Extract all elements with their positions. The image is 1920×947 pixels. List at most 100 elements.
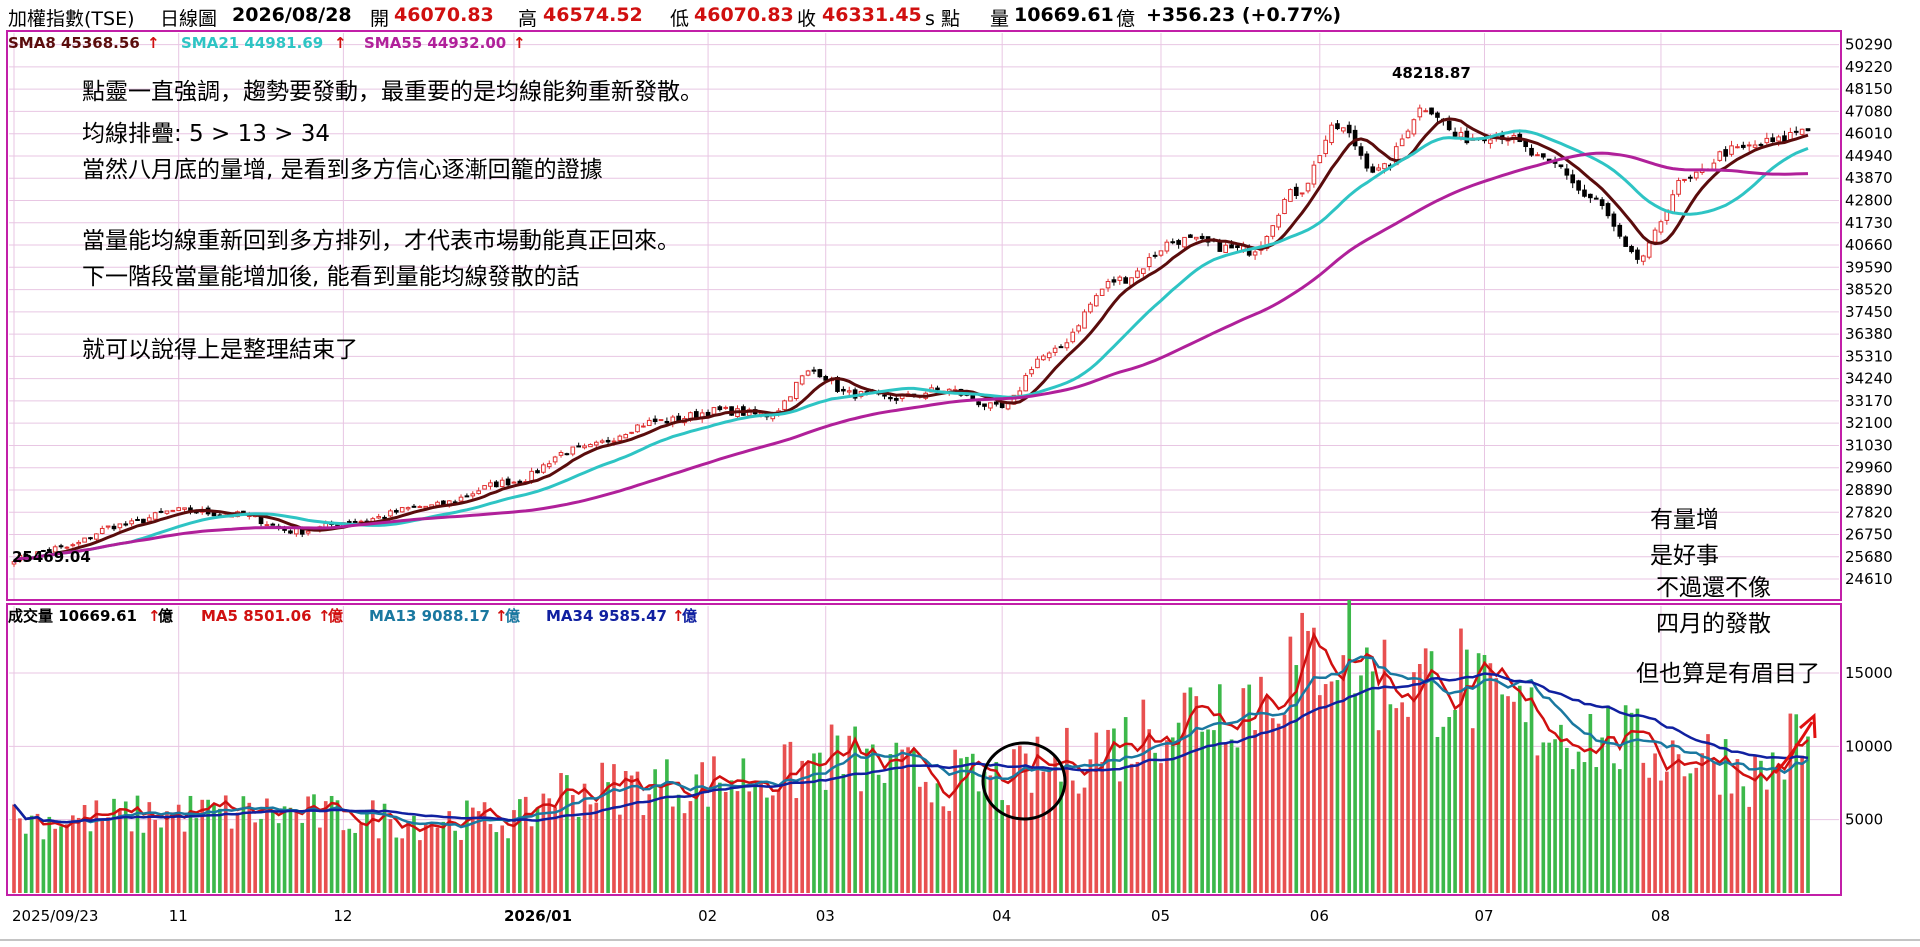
candle	[1017, 390, 1023, 396]
price-tick-label: 33170	[1845, 392, 1893, 410]
volume-bar	[435, 827, 440, 893]
volume-bar	[535, 807, 540, 893]
volume-bar	[959, 758, 963, 893]
volume-bar	[382, 803, 387, 893]
volume-bar	[1029, 792, 1034, 893]
volume-bar	[1041, 771, 1046, 893]
candle	[535, 470, 540, 474]
volume-bar	[476, 811, 481, 893]
volume-bar	[106, 817, 110, 893]
volume-bar	[194, 818, 199, 893]
volume-bar	[553, 807, 557, 893]
up-arrow-icon: ↑	[334, 34, 347, 52]
annotation-line-2: 均線排疊: 5 > 13 > 34	[82, 121, 330, 147]
volume-bar	[312, 794, 316, 893]
candle	[46, 549, 52, 552]
volume-bar	[1259, 676, 1263, 893]
volume-bar	[670, 806, 675, 893]
volume-bar	[1429, 651, 1434, 893]
volume-bar	[1717, 794, 1722, 893]
volume-bar	[1382, 639, 1387, 893]
volume-bar	[1365, 647, 1369, 893]
candle	[1158, 250, 1164, 256]
volume-bar	[770, 795, 775, 893]
volume-bar	[1494, 678, 1499, 893]
candle	[1176, 240, 1181, 245]
volume-tick-label: 5000	[1845, 811, 1883, 829]
volume-bar	[406, 822, 410, 893]
volume-bar	[1141, 699, 1146, 893]
volume-bar	[1700, 753, 1704, 893]
high-value: 46574.52	[543, 4, 643, 26]
candle	[435, 501, 440, 506]
volume-bar	[1347, 599, 1352, 893]
volume-bar	[188, 795, 193, 893]
volume-bar	[300, 822, 305, 893]
volume-bar	[623, 770, 628, 893]
candle	[1746, 144, 1752, 147]
volume-bar	[1253, 730, 1257, 893]
volume-bar	[794, 798, 799, 893]
volume-bar	[1517, 685, 1522, 893]
volume-bar	[1747, 806, 1751, 893]
legend-ma34: MA34 9585.47	[546, 607, 667, 625]
candle	[1317, 155, 1323, 164]
candle	[1229, 244, 1234, 249]
candle	[617, 435, 623, 441]
candle	[476, 490, 481, 495]
candle	[1141, 268, 1146, 274]
candle	[464, 495, 470, 498]
date-tick-label: 2026/01	[504, 907, 572, 925]
volume-bar	[741, 758, 746, 893]
candle	[1429, 107, 1434, 115]
candle	[976, 401, 981, 406]
candle	[1417, 107, 1423, 118]
candle	[1599, 199, 1605, 207]
period-label[interactable]: 日線圖	[160, 8, 218, 30]
volume-bar	[935, 783, 940, 893]
volume-bar	[647, 794, 652, 893]
low-value: 46070.83	[694, 4, 794, 26]
candle	[788, 396, 793, 402]
volume-bar	[59, 826, 63, 893]
volume-bar	[953, 749, 957, 893]
volume-bar	[841, 773, 846, 893]
price-moving-averages	[13, 117, 1809, 564]
volume-bar	[929, 802, 934, 893]
candle	[1029, 369, 1034, 375]
candle	[111, 525, 117, 530]
price-tick-label: 49220	[1845, 58, 1893, 76]
up-arrow-icon: ↑	[513, 34, 526, 52]
volume-bar	[141, 832, 146, 893]
volume-bar	[523, 796, 528, 893]
volume-bar	[53, 828, 57, 893]
volume-bar	[1129, 763, 1134, 893]
volume-bar	[806, 761, 810, 893]
note-line-4: 四月的發散	[1656, 611, 1771, 637]
candle	[1670, 194, 1676, 213]
volume-bar	[729, 780, 734, 893]
volume-bar	[965, 756, 969, 893]
legend-volume: 成交量 10669.61	[8, 607, 137, 625]
candle	[1452, 131, 1458, 137]
price-high-label: 48218.87	[1392, 64, 1471, 82]
candle	[1335, 123, 1340, 130]
candle	[1270, 225, 1276, 237]
volume-bar	[1217, 684, 1222, 893]
candle	[811, 369, 817, 372]
candle	[593, 441, 599, 446]
volume-bar	[459, 839, 463, 893]
volume-bar	[1623, 705, 1628, 893]
candle	[99, 527, 105, 534]
volume-bars	[12, 599, 1810, 893]
candle	[88, 537, 93, 540]
volume-bar	[1317, 695, 1322, 893]
volume-bar	[529, 826, 534, 893]
candle	[1588, 193, 1593, 199]
volume-bar	[270, 811, 275, 893]
volume-bar	[1270, 718, 1275, 893]
candle	[511, 481, 517, 484]
volume-bar	[88, 831, 93, 893]
volume-bar	[1512, 701, 1516, 893]
